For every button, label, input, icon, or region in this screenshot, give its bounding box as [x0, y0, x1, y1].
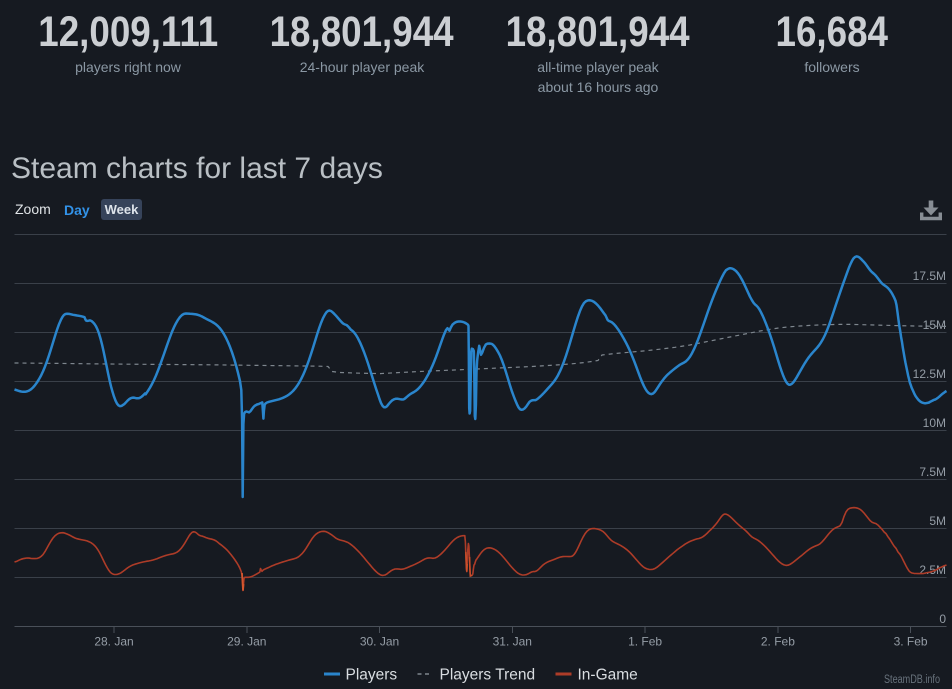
svg-text:5M: 5M	[929, 514, 946, 528]
svg-text:29. Jan: 29. Jan	[227, 635, 266, 649]
svg-text:2. Feb: 2. Feb	[761, 635, 795, 649]
svg-text:2.5M: 2.5M	[919, 563, 946, 577]
svg-text:1. Feb: 1. Feb	[628, 635, 662, 649]
svg-text:31. Jan: 31. Jan	[493, 635, 532, 649]
svg-text:28. Jan: 28. Jan	[94, 635, 133, 649]
svg-text:Players: Players	[346, 667, 398, 684]
svg-text:15M: 15M	[923, 318, 946, 332]
svg-text:0: 0	[939, 612, 946, 626]
svg-text:10M: 10M	[923, 416, 946, 430]
svg-text:12.5M: 12.5M	[913, 367, 946, 381]
svg-text:In-Game: In-Game	[578, 667, 638, 684]
svg-text:7.5M: 7.5M	[919, 465, 946, 479]
svg-text:30. Jan: 30. Jan	[360, 635, 399, 649]
svg-text:SteamDB.info: SteamDB.info	[884, 674, 940, 686]
svg-text:3. Feb: 3. Feb	[894, 635, 928, 649]
svg-text:Players Trend: Players Trend	[440, 667, 536, 684]
svg-text:17.5M: 17.5M	[913, 269, 946, 283]
